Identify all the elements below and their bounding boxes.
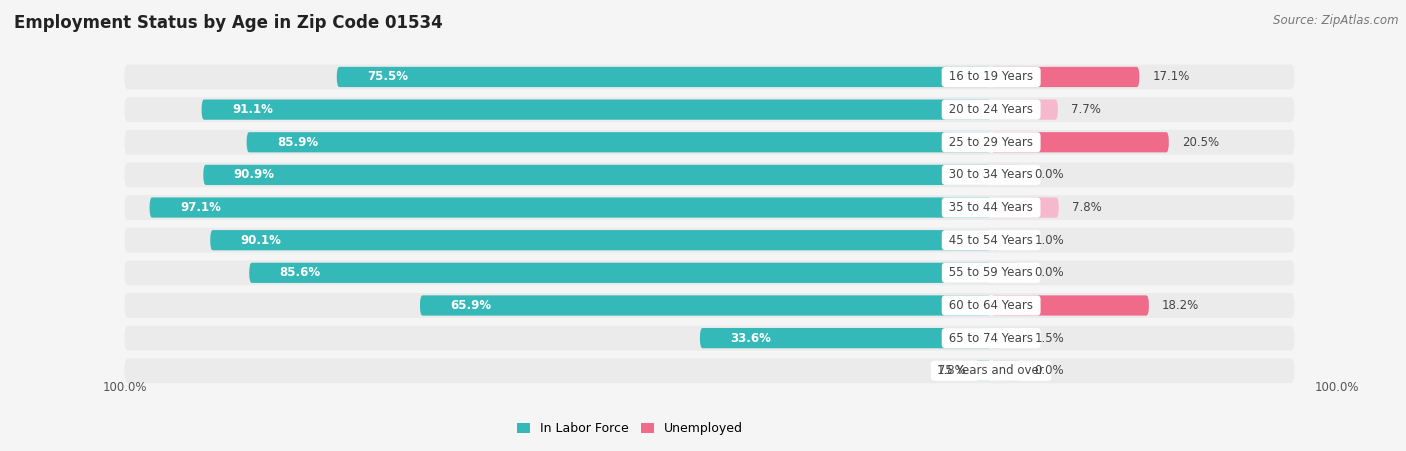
Text: 65 to 74 Years: 65 to 74 Years — [945, 331, 1038, 345]
Text: 20 to 24 Years: 20 to 24 Years — [945, 103, 1038, 116]
Text: 20.5%: 20.5% — [1182, 136, 1219, 149]
FancyBboxPatch shape — [124, 326, 1295, 350]
Text: 75.5%: 75.5% — [367, 70, 408, 83]
FancyBboxPatch shape — [991, 328, 1004, 348]
Text: 30 to 34 Years: 30 to 34 Years — [945, 168, 1036, 181]
Text: 1.5%: 1.5% — [1035, 331, 1064, 345]
Text: Source: ZipAtlas.com: Source: ZipAtlas.com — [1274, 14, 1399, 27]
Text: 33.6%: 33.6% — [730, 331, 770, 345]
Text: 45 to 54 Years: 45 to 54 Years — [945, 234, 1038, 247]
Text: 7.8%: 7.8% — [1071, 201, 1101, 214]
FancyBboxPatch shape — [976, 361, 991, 381]
Text: 0.0%: 0.0% — [1035, 364, 1064, 377]
FancyBboxPatch shape — [149, 198, 991, 218]
FancyBboxPatch shape — [204, 165, 991, 185]
Text: 1.8%: 1.8% — [938, 364, 967, 377]
FancyBboxPatch shape — [124, 162, 1295, 187]
FancyBboxPatch shape — [991, 165, 1022, 185]
FancyBboxPatch shape — [124, 260, 1295, 285]
Text: 25 to 29 Years: 25 to 29 Years — [945, 136, 1038, 149]
Text: 90.9%: 90.9% — [233, 168, 274, 181]
FancyBboxPatch shape — [124, 64, 1295, 89]
Text: Employment Status by Age in Zip Code 01534: Employment Status by Age in Zip Code 015… — [14, 14, 443, 32]
Text: 17.1%: 17.1% — [1153, 70, 1189, 83]
FancyBboxPatch shape — [991, 198, 1059, 218]
Text: 100.0%: 100.0% — [103, 381, 148, 394]
FancyBboxPatch shape — [700, 328, 991, 348]
FancyBboxPatch shape — [201, 100, 991, 120]
Text: 7.7%: 7.7% — [1071, 103, 1101, 116]
FancyBboxPatch shape — [124, 359, 1295, 383]
FancyBboxPatch shape — [249, 263, 991, 283]
FancyBboxPatch shape — [420, 295, 991, 316]
FancyBboxPatch shape — [124, 97, 1295, 122]
Text: 100.0%: 100.0% — [1315, 381, 1360, 394]
FancyBboxPatch shape — [124, 293, 1295, 318]
FancyBboxPatch shape — [124, 228, 1295, 253]
FancyBboxPatch shape — [991, 263, 1022, 283]
FancyBboxPatch shape — [211, 230, 991, 250]
FancyBboxPatch shape — [337, 67, 991, 87]
FancyBboxPatch shape — [991, 230, 1000, 250]
Text: 97.1%: 97.1% — [180, 201, 221, 214]
FancyBboxPatch shape — [991, 67, 1139, 87]
FancyBboxPatch shape — [124, 195, 1295, 220]
FancyBboxPatch shape — [991, 361, 1022, 381]
Text: 90.1%: 90.1% — [240, 234, 281, 247]
Text: 75 Years and over: 75 Years and over — [935, 364, 1047, 377]
FancyBboxPatch shape — [991, 100, 1057, 120]
FancyBboxPatch shape — [124, 130, 1295, 155]
Legend: In Labor Force, Unemployed: In Labor Force, Unemployed — [517, 422, 742, 435]
Text: 91.1%: 91.1% — [232, 103, 273, 116]
Text: 16 to 19 Years: 16 to 19 Years — [945, 70, 1038, 83]
Text: 1.0%: 1.0% — [1035, 234, 1064, 247]
FancyBboxPatch shape — [991, 295, 1149, 316]
Text: 0.0%: 0.0% — [1035, 168, 1064, 181]
Text: 55 to 59 Years: 55 to 59 Years — [945, 267, 1036, 279]
Text: 0.0%: 0.0% — [1035, 267, 1064, 279]
Text: 18.2%: 18.2% — [1161, 299, 1199, 312]
Text: 65.9%: 65.9% — [450, 299, 492, 312]
FancyBboxPatch shape — [246, 132, 991, 152]
Text: 85.6%: 85.6% — [280, 267, 321, 279]
FancyBboxPatch shape — [991, 132, 1168, 152]
Text: 85.9%: 85.9% — [277, 136, 318, 149]
Text: 60 to 64 Years: 60 to 64 Years — [945, 299, 1038, 312]
Text: 35 to 44 Years: 35 to 44 Years — [945, 201, 1038, 214]
